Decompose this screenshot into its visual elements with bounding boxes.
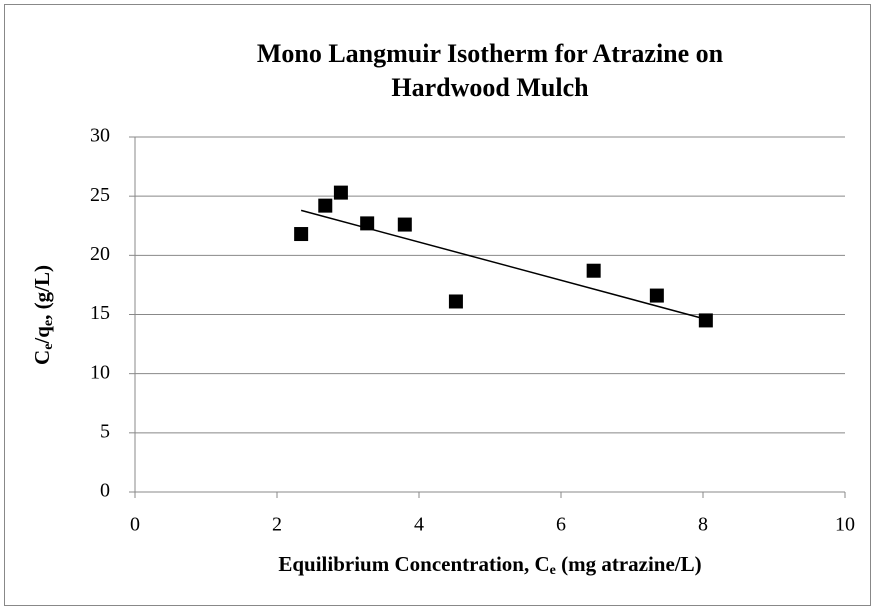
- y-tick-label: 0: [100, 480, 110, 502]
- label-part: /q: [30, 326, 54, 345]
- y-tick-label: 15: [90, 302, 110, 324]
- data-point: [586, 263, 601, 278]
- y-tick-label: 20: [90, 243, 110, 265]
- data-point: [698, 313, 713, 328]
- data-point: [448, 294, 463, 309]
- chart-title: Mono Langmuir Isotherm for Atrazine on: [257, 39, 724, 68]
- label-part: Equilibrium Concentration, C: [278, 552, 549, 576]
- x-tick-label: 6: [556, 514, 566, 536]
- x-tick-label: 0: [130, 514, 140, 536]
- chart-title: Hardwood Mulch: [391, 73, 589, 102]
- label-part: , (g/L): [30, 265, 54, 320]
- data-point: [294, 227, 309, 242]
- x-axis-label: Equilibrium Concentration, Ce (mg atrazi…: [278, 552, 701, 578]
- data-point: [333, 185, 348, 200]
- data-point: [318, 198, 333, 213]
- data-point: [397, 217, 412, 232]
- y-tick-label: 30: [90, 125, 110, 147]
- y-tick-label: 5: [100, 420, 110, 442]
- data-point: [360, 216, 375, 231]
- x-tick-label: 2: [272, 514, 282, 536]
- y-tick-label: 25: [90, 184, 110, 206]
- x-tick-label: 10: [835, 514, 855, 536]
- data-point: [649, 288, 664, 303]
- label-part: e: [550, 563, 556, 578]
- label-part: e: [41, 344, 56, 350]
- x-tick-label: 8: [698, 514, 708, 536]
- label-part: (mg atrazine/L): [556, 552, 702, 576]
- label-part: C: [30, 350, 54, 365]
- y-axis-label: Ce/qe, (g/L): [30, 265, 56, 365]
- chart-border: [4, 4, 871, 606]
- label-part: e: [41, 320, 56, 326]
- x-tick-label: 4: [414, 514, 424, 536]
- y-tick-label: 10: [90, 361, 110, 383]
